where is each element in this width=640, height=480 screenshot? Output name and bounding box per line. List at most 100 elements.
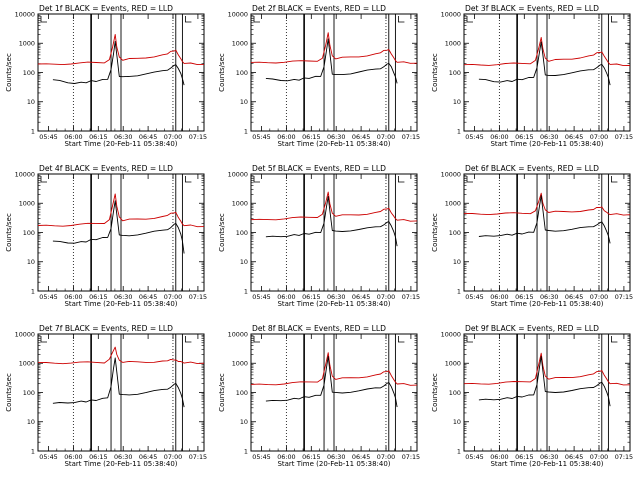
y-axis-label: Counts/sec	[431, 373, 439, 412]
y-tick-label: 100	[23, 229, 35, 237]
corner-marker	[466, 176, 473, 183]
panel-det-7: Det 7f BLACK = Events, RED = LLD 1 10 100 10…	[5, 324, 207, 468]
x-tick-label: 07:00	[377, 133, 395, 141]
events-series-line	[478, 195, 611, 244]
x-tick-label: 05:45	[252, 133, 270, 141]
x-tick-label: 06:15	[89, 293, 107, 301]
x-tick-label: 06:00	[277, 453, 295, 461]
events-series-line	[52, 40, 185, 86]
x-tick-label: 06:00	[277, 293, 295, 301]
x-tick-label: 07:15	[189, 133, 207, 141]
panel-title: Det 8f BLACK = Events, RED = LLD	[252, 324, 386, 333]
x-tick-label: 06:45	[352, 293, 370, 301]
x-tick-label: 07:15	[615, 293, 633, 301]
panel-title: Det 5f BLACK = Events, RED = LLD	[252, 164, 386, 173]
x-axis-label: Start Time (20-Feb-11 05:38:40)	[277, 300, 390, 308]
corner-marker	[40, 16, 47, 23]
x-axis-label: Start Time (20-Feb-11 05:38:40)	[277, 140, 390, 148]
corner-marker	[185, 16, 192, 23]
x-axis-label: Start Time (20-Feb-11 05:38:40)	[64, 460, 177, 468]
panel-det-3: Det 3f BLACK = Events, RED = LLD 1 10 100 10…	[431, 4, 633, 148]
x-tick-label: 06:15	[302, 133, 320, 141]
x-tick-label: 06:30	[114, 293, 132, 301]
y-tick-label: 10000	[441, 10, 461, 18]
y-tick-label: 10	[27, 98, 35, 106]
y-tick-label: 1	[31, 447, 35, 455]
events-series-line	[52, 200, 185, 254]
x-tick-label: 07:15	[615, 453, 633, 461]
y-tick-label: 10000	[228, 330, 248, 338]
y-tick-label: 1000	[445, 360, 461, 368]
y-axis-label: Counts/sec	[218, 53, 226, 92]
x-tick-label: 07:15	[189, 453, 207, 461]
y-tick-label: 100	[236, 389, 248, 397]
x-tick-label: 06:45	[565, 293, 583, 301]
corner-marker	[253, 16, 260, 23]
x-tick-label: 06:00	[277, 133, 295, 141]
panel-det-1: Det 1f BLACK = Events, RED = LLD 1 10 100 10…	[5, 4, 207, 148]
x-tick-label: 05:45	[252, 293, 270, 301]
x-tick-label: 06:15	[515, 293, 533, 301]
y-tick-label: 10	[240, 418, 248, 426]
panel-title: Det 1f BLACK = Events, RED = LLD	[39, 4, 173, 13]
x-tick-label: 06:15	[89, 133, 107, 141]
lld-series-line	[250, 191, 418, 222]
x-axis-label: Start Time (20-Feb-11 05:38:40)	[277, 460, 390, 468]
x-tick-label: 07:15	[615, 133, 633, 141]
x-tick-label: 07:15	[402, 293, 420, 301]
corner-marker	[398, 336, 405, 343]
x-tick-label: 06:15	[302, 453, 320, 461]
x-tick-label: 05:45	[39, 453, 57, 461]
x-tick-label: 06:15	[515, 453, 533, 461]
x-tick-label: 06:45	[139, 293, 157, 301]
x-tick-label: 07:00	[590, 133, 608, 141]
y-tick-label: 10000	[15, 10, 35, 18]
y-tick-label: 1	[244, 127, 248, 135]
x-tick-label: 06:30	[540, 453, 558, 461]
x-tick-label: 06:30	[327, 133, 345, 141]
panel-title: Det 7f BLACK = Events, RED = LLD	[39, 324, 173, 333]
x-tick-label: 05:45	[465, 293, 483, 301]
x-tick-label: 05:45	[39, 293, 57, 301]
y-axis-label: Counts/sec	[431, 53, 439, 92]
x-axis-label: Start Time (20-Feb-11 05:38:40)	[490, 300, 603, 308]
x-tick-label: 06:30	[114, 133, 132, 141]
y-tick-label: 1	[31, 287, 35, 295]
corner-marker	[40, 336, 47, 343]
x-tick-label: 07:00	[590, 293, 608, 301]
y-tick-label: 1000	[19, 40, 35, 48]
panel-det-5: Det 5f BLACK = Events, RED = LLD 1 10 100 10…	[218, 164, 420, 308]
y-tick-label: 100	[23, 69, 35, 77]
y-tick-label: 1000	[445, 200, 461, 208]
y-axis-label: Counts/sec	[218, 213, 226, 252]
x-tick-label: 06:30	[540, 133, 558, 141]
panel-det-8: Det 8f BLACK = Events, RED = LLD 1 10 100 10…	[218, 324, 420, 468]
events-series-line	[265, 195, 398, 247]
x-tick-label: 06:00	[64, 133, 82, 141]
corner-marker	[185, 336, 192, 343]
y-tick-label: 10000	[15, 330, 35, 338]
y-tick-label: 100	[23, 389, 35, 397]
corner-marker	[40, 176, 47, 183]
panel-title: Det 2f BLACK = Events, RED = LLD	[252, 4, 386, 13]
panel-det-2: Det 2f BLACK = Events, RED = LLD 1 10 100 10…	[218, 4, 420, 148]
x-tick-label: 07:00	[164, 293, 182, 301]
corner-marker	[185, 176, 192, 183]
y-tick-label: 10	[27, 418, 35, 426]
x-tick-label: 07:00	[377, 453, 395, 461]
corner-marker	[466, 16, 473, 23]
x-tick-label: 06:15	[302, 293, 320, 301]
y-tick-label: 1	[457, 287, 461, 295]
y-tick-label: 10	[453, 98, 461, 106]
x-tick-label: 06:30	[327, 453, 345, 461]
corner-marker	[611, 336, 618, 343]
x-tick-label: 05:45	[465, 453, 483, 461]
lld-series-line	[37, 346, 205, 365]
panel-title: Det 4f BLACK = Events, RED = LLD	[39, 164, 173, 173]
y-tick-label: 1	[457, 127, 461, 135]
lld-series-line	[463, 192, 631, 216]
x-tick-label: 06:45	[139, 133, 157, 141]
corner-marker	[466, 336, 473, 343]
y-tick-label: 10	[453, 258, 461, 266]
panel-title: Det 9f BLACK = Events, RED = LLD	[465, 324, 599, 333]
